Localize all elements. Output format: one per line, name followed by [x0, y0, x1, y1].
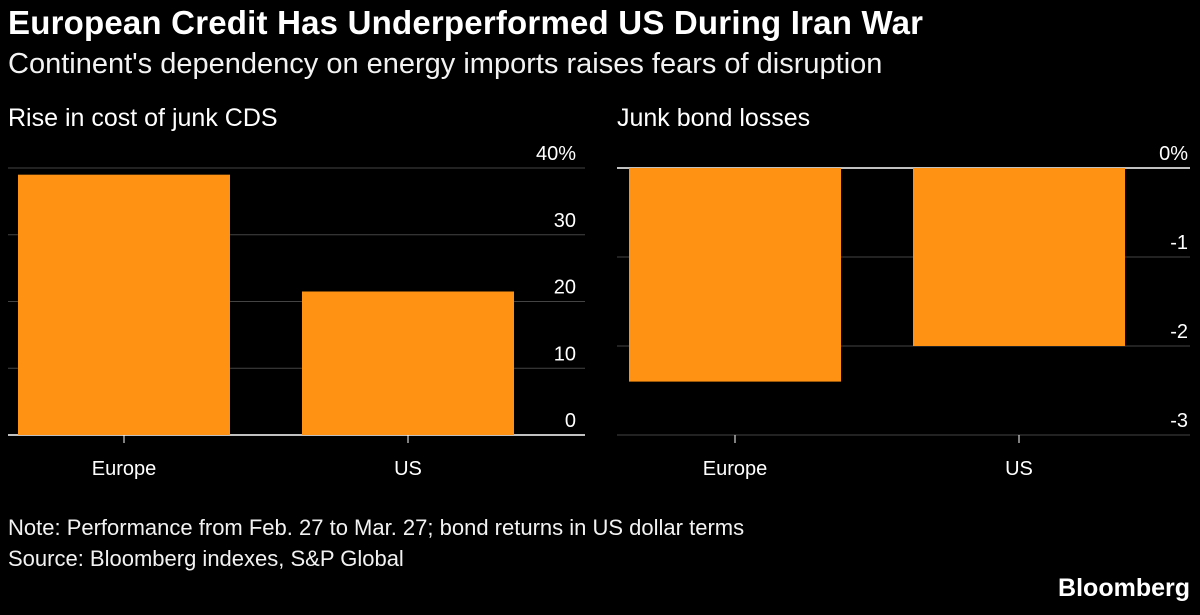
- y-tick-label: 10: [554, 343, 576, 365]
- source-note: Source: Bloomberg indexes, S&P Global: [8, 546, 404, 571]
- x-tick-label: US: [1005, 458, 1033, 480]
- footnote: Note: Performance from Feb. 27 to Mar. 2…: [8, 515, 745, 540]
- bar-us: [302, 291, 514, 435]
- y-tick-label: 40%: [536, 143, 576, 165]
- page-title: European Credit Has Underperformed US Du…: [8, 4, 924, 41]
- bloomberg-logo: Bloomberg: [1058, 574, 1190, 602]
- y-tick-label: 30: [554, 210, 576, 232]
- bond-losses-chart: 0% -1 -2 -3 Europe US: [617, 143, 1190, 480]
- y-tick-label: -3: [1170, 410, 1188, 432]
- cds-chart: 0 10 20 30 40% Europe US: [8, 143, 585, 480]
- y-tick-label: 20: [554, 277, 576, 299]
- y-tick-label: 0: [565, 410, 576, 432]
- bar-europe: [18, 174, 230, 436]
- page-subtitle: Continent's dependency on energy imports…: [8, 48, 883, 80]
- chart-title-bond-losses: Junk bond losses: [617, 104, 811, 132]
- x-tick-label: Europe: [92, 458, 157, 480]
- chart-title-cds: Rise in cost of junk CDS: [8, 104, 278, 132]
- x-tick-label: Europe: [703, 458, 768, 480]
- y-tick-label: -2: [1170, 321, 1188, 343]
- y-tick-label: -1: [1170, 232, 1188, 254]
- bar-europe: [629, 168, 841, 382]
- x-tick-label: US: [394, 458, 422, 480]
- y-tick-label: 0%: [1159, 143, 1188, 165]
- bar-us: [913, 168, 1125, 346]
